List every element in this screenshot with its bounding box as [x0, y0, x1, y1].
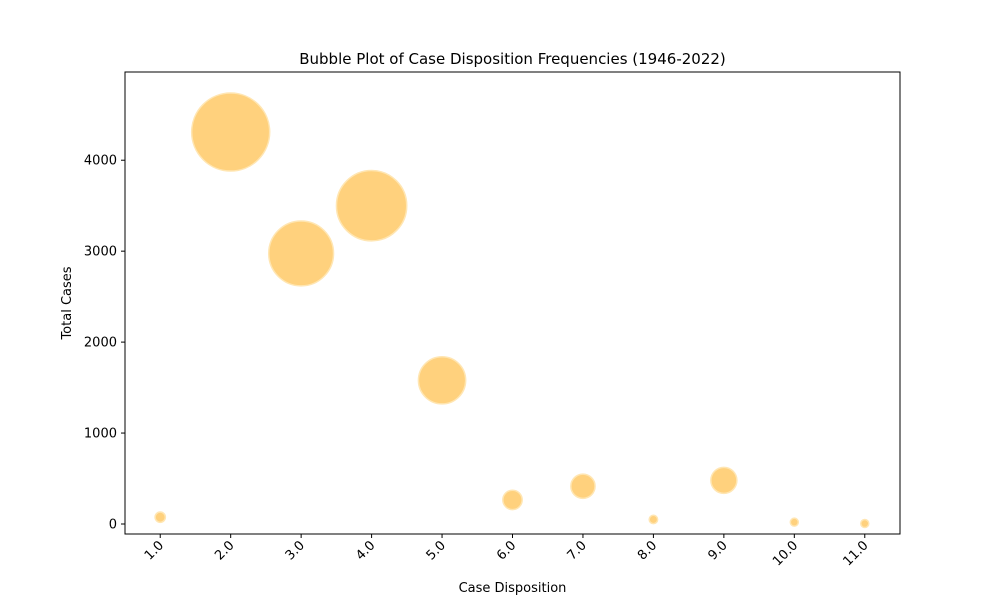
y-tick-label: 1000	[84, 427, 117, 442]
bubble-point	[860, 518, 870, 529]
y-axis-label: Total Cases	[60, 266, 75, 340]
x-axis-label: Case Disposition	[459, 581, 567, 596]
bubble-point	[648, 514, 659, 525]
y-tick-label: 2000	[84, 336, 117, 351]
y-tick-label: 4000	[84, 154, 117, 169]
bubble-point	[335, 169, 408, 242]
y-tick-label: 0	[109, 517, 117, 532]
bubble-point	[154, 511, 167, 524]
y-axis: 0 1000 2000 3000 4000	[84, 154, 125, 532]
bubble-point	[190, 92, 271, 172]
bubble-point	[789, 517, 800, 527]
y-tick-label: 3000	[84, 245, 117, 260]
bubble-point	[570, 473, 596, 500]
bubble-point	[417, 355, 467, 405]
bubble-series	[154, 92, 870, 529]
chart-title: Bubble Plot of Case Disposition Frequenc…	[299, 50, 726, 68]
bubble-point	[710, 466, 738, 495]
bubble-point	[267, 220, 335, 287]
bubble-point	[502, 489, 523, 511]
